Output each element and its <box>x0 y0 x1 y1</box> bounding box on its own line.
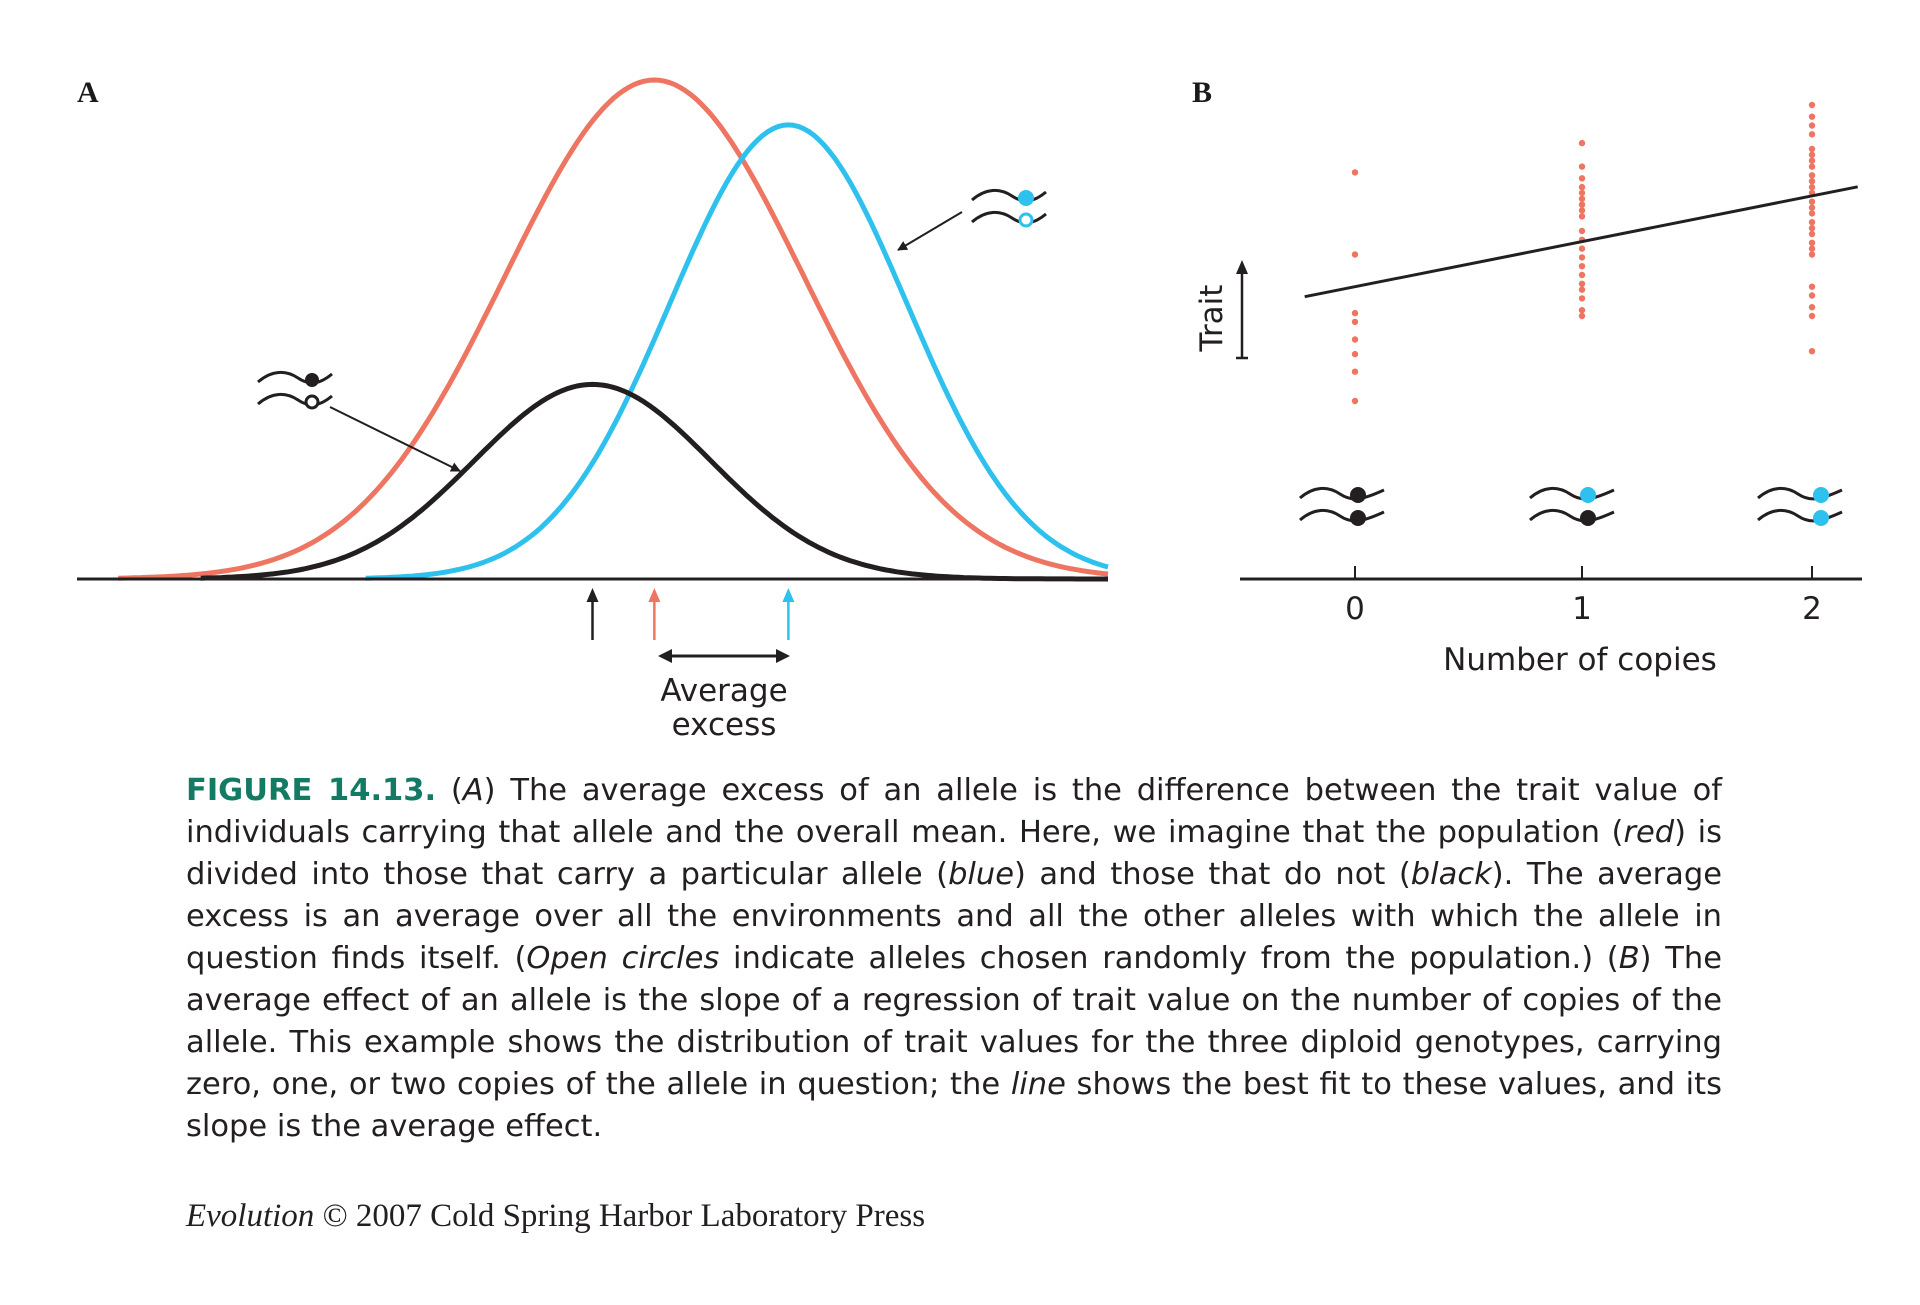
trait-point-1-15 <box>1578 189 1586 197</box>
blue-mean-arrow <box>782 588 795 640</box>
x-tick-label-0: 0 <box>1345 591 1365 627</box>
trait-points <box>1351 101 1816 405</box>
figure-number: FIGURE 14.13. <box>186 773 437 808</box>
trait-point-0-7 <box>1351 169 1359 176</box>
panel-a: A Average excess <box>77 76 1109 743</box>
trait-point-1-5 <box>1578 271 1586 279</box>
blue-distribution-curve <box>365 122 1109 581</box>
trait-point-2-4 <box>1808 283 1816 290</box>
trait-point-2-7 <box>1808 239 1816 246</box>
trait-point-2-1 <box>1808 312 1816 320</box>
trait-point-1-1 <box>1578 307 1586 314</box>
trait-point-2-24 <box>1808 113 1816 120</box>
trait-point-2-6 <box>1808 245 1816 252</box>
trait-point-2-16 <box>1808 178 1816 185</box>
trait-point-1-11 <box>1578 213 1586 220</box>
trait-point-0-3 <box>1351 336 1359 343</box>
trait-point-2-19 <box>1808 157 1816 164</box>
black-distribution-curve <box>200 381 1108 582</box>
x-tick-label-2: 2 <box>1802 591 1822 627</box>
caption-text: (A) The average excess of an allele is t… <box>186 773 1722 1144</box>
trait-point-2-18 <box>1808 163 1816 170</box>
trait-point-1-12 <box>1578 207 1586 214</box>
trait-point-2-17 <box>1808 172 1816 179</box>
credit-rest: © 2007 Cold Spring Harbor Laboratory Pre… <box>314 1198 926 1234</box>
trait-point-2-21 <box>1808 145 1816 153</box>
trait-point-0-2 <box>1351 350 1359 358</box>
figure-14-13: A Average excess B <box>77 76 1862 743</box>
red-mean-arrow <box>648 588 661 640</box>
trait-point-1-17 <box>1578 175 1586 182</box>
trait-point-2-13 <box>1808 198 1816 205</box>
genotype-one-copy-icon <box>1529 487 1615 526</box>
credit-source: Evolution <box>186 1198 315 1234</box>
trait-point-2-15 <box>1808 183 1816 191</box>
regression-line <box>1304 185 1858 299</box>
trait-point-2-0 <box>1808 348 1816 355</box>
trait-point-1-8 <box>1578 245 1586 252</box>
distribution-curves <box>118 77 1109 582</box>
trait-point-2-22 <box>1808 131 1816 138</box>
trait-point-1-7 <box>1578 254 1586 261</box>
genotype-two-copies-icon <box>1757 487 1843 526</box>
trait-point-2-11 <box>1808 210 1816 217</box>
panel-b: B 0 1 2 Number of copies Trait <box>1192 76 1862 678</box>
trait-point-0-5 <box>1351 309 1359 317</box>
trait-point-2-12 <box>1808 204 1816 211</box>
y-axis-label: Trait <box>1194 285 1230 353</box>
trait-point-2-10 <box>1808 219 1816 226</box>
average-excess-arrow <box>658 649 790 663</box>
black-mean-arrow <box>586 588 599 640</box>
average-excess-label-line1: Average <box>660 673 787 709</box>
panel-b-label: B <box>1192 76 1212 109</box>
trait-point-1-19 <box>1578 139 1586 147</box>
trait-point-2-8 <box>1808 230 1816 238</box>
x-axis-ticks: 0 1 2 <box>1345 566 1822 627</box>
trait-up-arrow <box>1236 260 1248 360</box>
trait-point-2-5 <box>1808 251 1816 258</box>
figure-caption: FIGURE 14.13. (A) The average excess of … <box>186 770 1722 1148</box>
noncarrier-pointer <box>329 406 461 472</box>
trait-point-2-2 <box>1808 304 1816 311</box>
x-tick-label-1: 1 <box>1572 591 1592 627</box>
genotype-zero-copies-icon <box>1299 487 1385 526</box>
trait-point-2-25 <box>1808 101 1816 109</box>
panel-a-label: A <box>77 76 99 109</box>
trait-point-2-23 <box>1808 122 1816 129</box>
mean-arrows <box>586 588 795 640</box>
red-distribution-curve <box>118 77 1109 581</box>
x-axis-label: Number of copies <box>1443 642 1717 678</box>
trait-point-1-10 <box>1578 227 1586 235</box>
average-excess-label-line2: excess <box>672 707 777 743</box>
trait-point-1-3 <box>1578 286 1586 293</box>
trait-point-0-1 <box>1351 368 1359 375</box>
trait-point-2-9 <box>1808 224 1816 232</box>
trait-point-1-2 <box>1578 295 1586 302</box>
trait-point-1-6 <box>1578 263 1586 270</box>
trait-point-2-20 <box>1808 151 1816 158</box>
noncarrier-genotype-icon <box>257 371 333 410</box>
trait-point-1-18 <box>1578 163 1586 170</box>
trait-point-2-3 <box>1808 292 1816 299</box>
trait-point-1-13 <box>1578 201 1586 208</box>
trait-point-1-4 <box>1578 280 1586 287</box>
trait-point-0-6 <box>1351 251 1359 258</box>
carrier-genotype-icon <box>971 189 1047 228</box>
trait-point-1-0 <box>1578 312 1586 320</box>
copyright-credit: Evolution © 2007 Cold Spring Harbor Labo… <box>186 1198 925 1235</box>
trait-point-1-14 <box>1578 195 1586 202</box>
trait-point-0-4 <box>1351 318 1359 326</box>
trait-point-0-0 <box>1351 397 1359 405</box>
trait-point-1-16 <box>1578 183 1586 191</box>
carrier-pointer <box>897 211 963 251</box>
